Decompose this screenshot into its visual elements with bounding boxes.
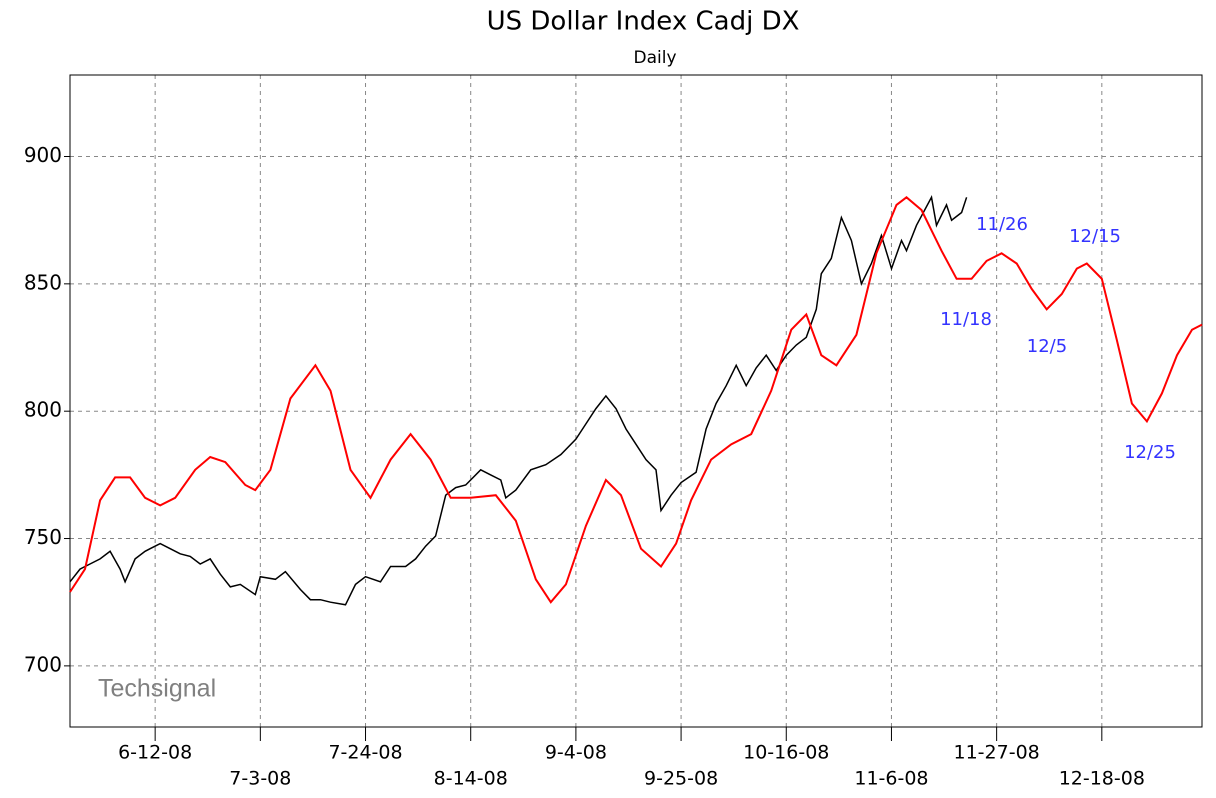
x-tick-label: 9-4-08 [545, 742, 607, 764]
x-tick-label: 12-18-08 [1059, 768, 1145, 790]
x-tick-label: 11-27-08 [954, 742, 1040, 764]
annotation: 11/18 [940, 309, 992, 330]
annotation: 12/25 [1124, 442, 1176, 463]
y-tick-label: 800 [24, 398, 62, 422]
y-tick-label: 700 [24, 652, 62, 676]
chart-subtitle: Daily [633, 48, 676, 68]
line-series [69, 195, 968, 606]
annotation: 12/5 [1027, 336, 1067, 357]
annotation: 12/15 [1069, 226, 1121, 247]
x-tick-label: 9-25-08 [644, 768, 718, 790]
x-tick-label: 8-14-08 [434, 768, 508, 790]
watermark: Techsignal [98, 675, 216, 703]
chart-title: US Dollar Index Cadj DX [487, 7, 800, 37]
x-tick-label: 7-3-08 [229, 768, 291, 790]
y-tick-label: 850 [24, 270, 62, 294]
line-series [69, 196, 1203, 604]
y-tick-label: 900 [24, 143, 62, 167]
annotation: 11/26 [976, 214, 1028, 235]
x-tick-label: 11-6-08 [854, 768, 928, 790]
y-tick-label: 750 [24, 525, 62, 549]
x-tick-label: 10-16-08 [743, 742, 829, 764]
x-tick-label: 6-12-08 [118, 742, 192, 764]
x-tick-label: 7-24-08 [328, 742, 402, 764]
plot-frame [69, 74, 1203, 728]
